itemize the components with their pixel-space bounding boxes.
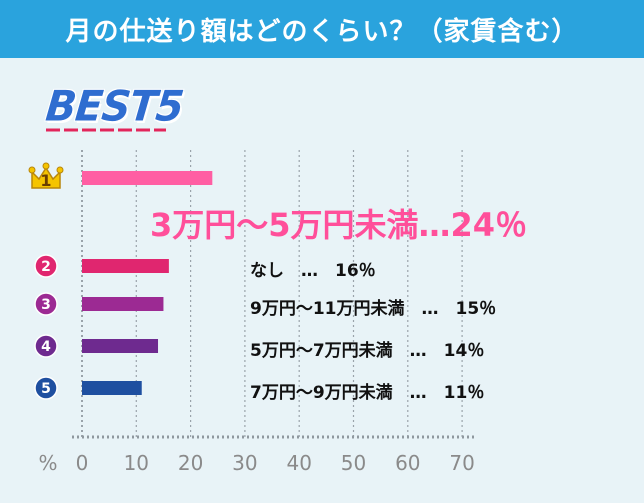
crown-icon [28, 162, 64, 189]
rank-number: 5 [41, 381, 51, 397]
x-tick-label: 20 [178, 451, 203, 475]
x-tick-label: 10 [124, 451, 149, 475]
best5-underline [46, 128, 166, 132]
rank-badge [34, 376, 58, 400]
x-tick-label: 0 [76, 451, 89, 475]
bar-value-label: 7万円～9万円未満 … 11％ [250, 383, 485, 403]
bar [82, 381, 142, 395]
x-tick-label: 60 [395, 451, 420, 475]
rank-number: 1 [40, 171, 51, 190]
bar-value-label: 9万円～11万円未満 … 15％ [250, 299, 497, 319]
bar-value-label: なし … 16％ [250, 261, 376, 281]
chart-title: 月の仕送り額はどのくらい？（家賃含む） [0, 0, 644, 58]
x-tick-label: 30 [232, 451, 257, 475]
rank-number: 4 [41, 339, 51, 355]
rank-number: 2 [41, 259, 51, 275]
bar [82, 171, 213, 185]
rank-badge [34, 292, 58, 316]
bar [82, 259, 169, 273]
x-tick-label: 70 [449, 451, 474, 475]
bar [82, 297, 164, 311]
bar-value-label: 5万円～7万円未満 … 14％ [250, 341, 485, 361]
bar-value-label: 3万円～5万円未満…24％ [150, 206, 528, 244]
rank-badge [34, 334, 58, 358]
x-tick-label: 50 [341, 451, 366, 475]
rank-number: 3 [41, 297, 51, 313]
x-tick-label: 40 [286, 451, 311, 475]
x-unit-label: % [38, 451, 57, 475]
rank-badge [34, 254, 58, 278]
bar [82, 339, 159, 353]
